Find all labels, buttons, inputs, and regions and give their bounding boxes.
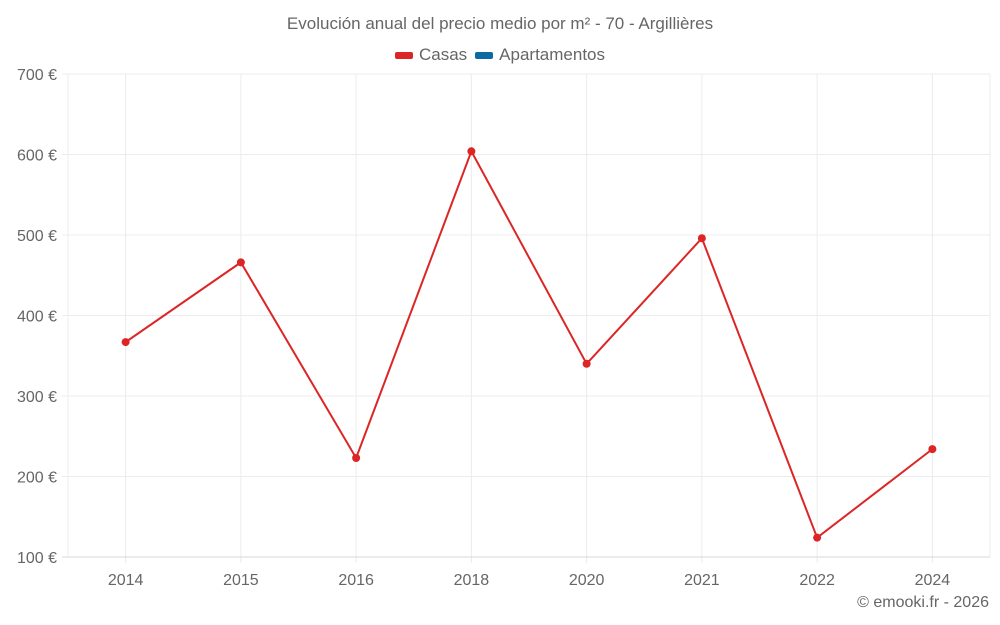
x-tick-label: 2022 <box>799 572 835 589</box>
data-point[interactable] <box>582 359 591 368</box>
x-tick-label: 2020 <box>569 572 605 589</box>
data-point[interactable] <box>813 533 822 542</box>
y-tick-label: 300 € <box>17 389 57 406</box>
chart-title: Evolución anual del precio medio por m² … <box>286 14 714 33</box>
x-tick-label: 2015 <box>223 572 259 589</box>
legend-item-apartamentos[interactable]: Apartamentos <box>475 45 605 65</box>
data-point[interactable] <box>121 338 130 347</box>
x-tick-label: 2018 <box>454 572 490 589</box>
series-line-casas <box>125 148 933 540</box>
legend-label-apartamentos: Apartamentos <box>499 45 606 64</box>
data-point[interactable] <box>236 258 245 267</box>
legend-label-casas: Casas <box>418 45 468 64</box>
y-tick-label: 400 € <box>17 309 57 326</box>
x-tick-label: 2021 <box>684 572 720 589</box>
data-point[interactable] <box>928 445 937 454</box>
x-tick-label: 2016 <box>338 572 374 589</box>
y-tick-label: 200 € <box>17 470 57 487</box>
casas-swatch-icon <box>394 51 413 59</box>
chart-legend: Casas Apartamentos <box>0 45 1000 65</box>
y-tick-label: 100 € <box>17 550 57 567</box>
y-tick-label: 600 € <box>17 148 57 165</box>
data-point[interactable] <box>467 147 476 156</box>
apartamentos-swatch-icon <box>475 51 494 59</box>
x-tick-label: 2024 <box>915 572 951 589</box>
x-tick-label: 2014 <box>108 572 144 589</box>
y-tick-label: 500 € <box>17 228 57 245</box>
credit-text: © emooki.fr - 2026 <box>857 594 989 611</box>
data-point[interactable] <box>352 453 361 462</box>
legend-item-casas[interactable]: Casas <box>394 45 468 65</box>
y-tick-label: 700 € <box>17 67 57 84</box>
data-point[interactable] <box>697 234 706 243</box>
